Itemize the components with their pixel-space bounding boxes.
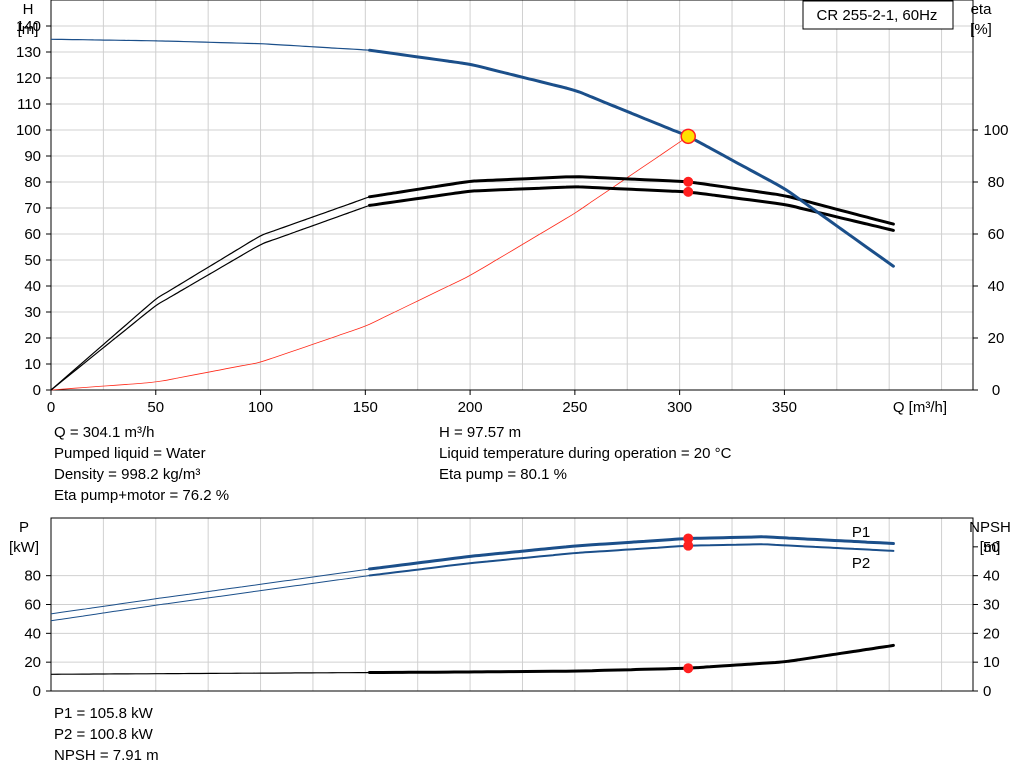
y-axis-unit: [m] — [18, 21, 39, 38]
eta-pump-duty-marker — [683, 176, 694, 187]
top-panel-frame — [50, 0, 974, 391]
info-head: H = 97.57 m — [439, 424, 522, 441]
eta-total-duty-marker — [683, 186, 694, 197]
x-tick-label: 100 — [248, 399, 273, 416]
info-p2: P2 = 100.8 kW — [54, 726, 153, 743]
p-axis-label: P — [19, 519, 29, 536]
eta-pump-line — [368, 175, 895, 226]
npsh-duty-marker — [683, 663, 694, 674]
x-axis-label: Q [m³/h] — [893, 399, 947, 416]
x-tick-label: 250 — [562, 399, 587, 416]
p2-line — [368, 543, 895, 577]
eta-pump-line-extended — [50, 196, 370, 391]
p-tick-label: 80 — [24, 568, 41, 585]
p2-curve-label: P2 — [852, 555, 870, 572]
eta-total-line-extended — [50, 204, 370, 391]
p-tick-label: 20 — [24, 654, 41, 671]
x-tick-label: 200 — [458, 399, 483, 416]
y-tick-label: 70 — [24, 200, 41, 217]
head-line-extended — [50, 38, 370, 51]
p-tick-label: 0 — [33, 683, 41, 700]
y-tick-label: 40 — [24, 278, 41, 295]
head-duty-marker — [680, 128, 696, 145]
y2-tick-label: 100 — [983, 122, 1008, 139]
p2-line-extended — [50, 575, 370, 622]
y-tick-label: 130 — [16, 44, 41, 61]
chart-title: CR 255-2-1, 60Hz — [817, 7, 938, 24]
info-density: Density = 998.2 kg/m³ — [54, 466, 201, 483]
x-tick-label: 300 — [667, 399, 692, 416]
npsh-axis-label: NPSH — [969, 519, 1011, 536]
y-tick-label: 0 — [33, 382, 41, 399]
y-tick-label: 90 — [24, 148, 41, 165]
y2-tick-label: 20 — [988, 330, 1005, 347]
y-tick-label: 110 — [17, 96, 41, 113]
y-tick-label: 60 — [24, 226, 41, 243]
npsh-tick-label: 40 — [983, 568, 1000, 585]
info-liquid: Pumped liquid = Water — [54, 445, 206, 462]
p-tick-label: 40 — [24, 625, 41, 642]
p-tick-label: 60 — [24, 597, 41, 614]
npsh-tick-label: 0 — [983, 683, 991, 700]
y-tick-label: 20 — [24, 330, 41, 347]
y-tick-label: 120 — [16, 70, 41, 87]
y2-tick-label: 60 — [988, 226, 1005, 243]
x-tick-label: 0 — [47, 399, 55, 416]
npsh-tick-label: 50 — [983, 539, 1000, 556]
chart-title-box — [802, 0, 954, 30]
head-line — [368, 48, 895, 268]
y-tick-label: 80 — [24, 174, 41, 191]
top-panel-bg — [51, 0, 973, 390]
npsh-line-extended — [50, 671, 370, 675]
x-tick-label: 150 — [353, 399, 378, 416]
npsh-tick-label: 20 — [983, 625, 1000, 642]
p1-line-extended — [50, 568, 370, 615]
y-axis-label: H — [23, 1, 34, 18]
info-flow: Q = 304.1 m³/h — [54, 424, 155, 441]
npsh-axis-unit: [m] — [980, 539, 1001, 556]
npsh-tick-label: 30 — [983, 597, 1000, 614]
y2-axis-unit: [%] — [970, 21, 992, 38]
p2-duty-marker — [683, 540, 694, 551]
npsh-tick-label: 10 — [983, 654, 1000, 671]
info-npsh: NPSH = 7.91 m — [54, 747, 159, 764]
y-tick-label: 50 — [24, 252, 41, 269]
y2-tick-label: 80 — [988, 174, 1005, 191]
y2-tick-label: 40 — [988, 278, 1005, 295]
upper-info-left: Q = 304.1 m³/h Pumped liquid = Water Den… — [54, 422, 229, 506]
npsh-line — [368, 643, 895, 675]
lower-info: P1 = 105.8 kW P2 = 100.8 kW NPSH = 7.91 … — [54, 703, 159, 766]
y-tick-label: 10 — [24, 356, 41, 373]
p-axis-unit: [kW] — [9, 539, 39, 556]
y2-tick-label: 0 — [992, 382, 1000, 399]
x-tick-label: 50 — [147, 399, 164, 416]
info-p1: P1 = 105.8 kW — [54, 705, 153, 722]
upper-info-right: H = 97.57 m Liquid temperature during op… — [439, 422, 731, 485]
y2-axis-label: eta — [971, 1, 993, 18]
y-tick-label: 140 — [16, 18, 41, 35]
y-tick-label: 30 — [24, 304, 41, 321]
info-eta-total: Eta pump+motor = 76.2 % — [54, 487, 230, 504]
p1-line — [368, 535, 895, 571]
x-tick-label: 350 — [772, 399, 797, 416]
y-tick-label: 100 — [16, 122, 41, 139]
system-curve-line — [50, 135, 689, 391]
info-temperature: Liquid temperature during operation = 20… — [439, 445, 732, 462]
info-eta-pump: Eta pump = 80.1 % — [439, 466, 567, 483]
p1-curve-label: P1 — [852, 524, 870, 541]
eta-total-line — [368, 185, 895, 232]
p1-duty-marker — [683, 533, 694, 544]
